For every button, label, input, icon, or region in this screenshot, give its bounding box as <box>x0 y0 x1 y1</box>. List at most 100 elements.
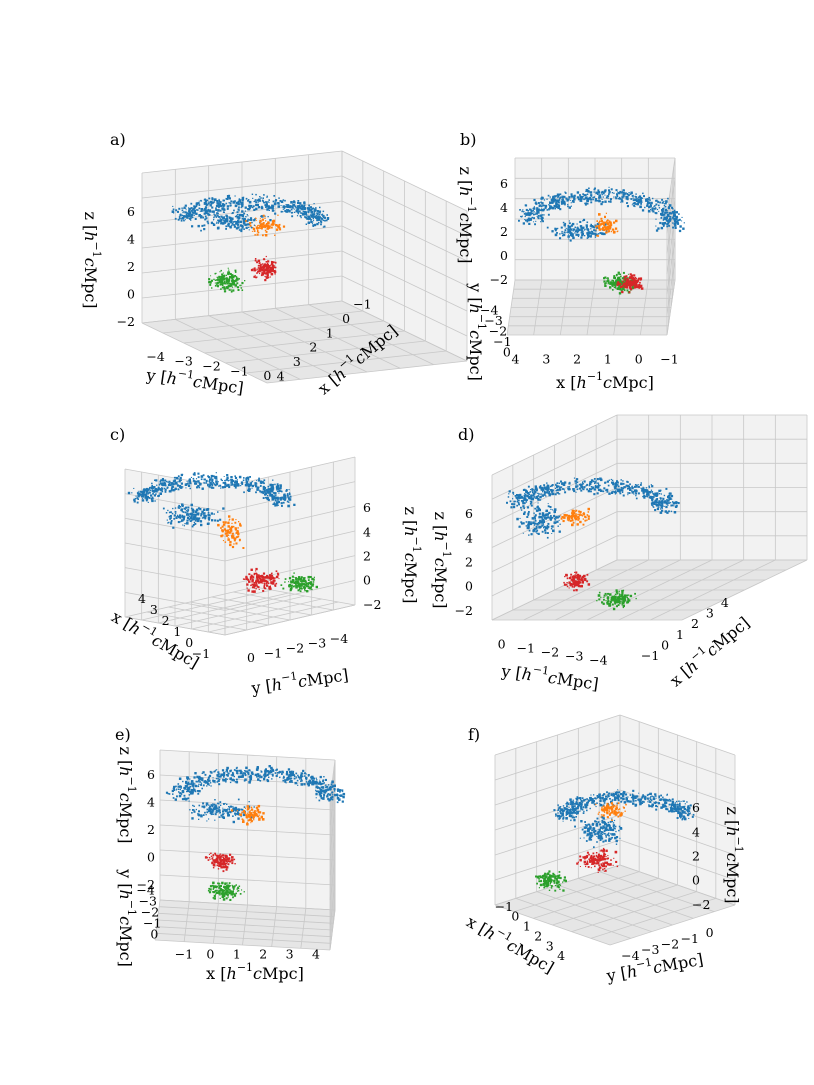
point <box>246 770 249 773</box>
point <box>639 197 643 200</box>
point <box>670 502 672 504</box>
point <box>602 602 605 605</box>
point <box>593 478 596 480</box>
point <box>194 517 196 519</box>
point <box>220 222 222 225</box>
point <box>579 194 581 196</box>
point <box>566 585 569 588</box>
point <box>319 210 322 213</box>
point <box>247 489 249 491</box>
point <box>620 191 623 194</box>
point <box>628 276 631 279</box>
point <box>244 223 247 226</box>
point <box>145 499 148 502</box>
point <box>211 486 214 489</box>
point <box>248 199 250 201</box>
point <box>274 266 276 269</box>
point <box>307 217 311 220</box>
point <box>625 197 628 200</box>
point <box>536 523 539 526</box>
point <box>313 780 316 784</box>
point <box>522 209 524 211</box>
point <box>326 788 330 791</box>
tick-label: 1 <box>326 325 334 340</box>
point <box>243 772 246 775</box>
point <box>278 578 280 580</box>
point <box>663 200 665 203</box>
point <box>181 503 184 506</box>
point <box>328 793 332 796</box>
point <box>264 234 268 237</box>
point <box>568 238 570 240</box>
point <box>579 510 582 513</box>
point <box>186 519 189 522</box>
tick-label: −1 <box>660 352 678 367</box>
point <box>300 587 303 590</box>
point <box>613 600 616 603</box>
point <box>235 227 239 230</box>
point <box>575 230 577 233</box>
point <box>529 212 531 214</box>
point <box>199 483 202 485</box>
point <box>587 230 590 232</box>
point <box>223 211 225 213</box>
point <box>242 222 246 225</box>
point <box>152 493 154 495</box>
point <box>536 529 539 532</box>
point <box>516 498 519 500</box>
point <box>215 272 217 274</box>
point <box>655 212 658 215</box>
point <box>613 283 615 286</box>
point <box>247 218 249 221</box>
point <box>259 575 262 578</box>
point <box>597 233 600 235</box>
point <box>284 208 286 210</box>
point <box>643 496 646 499</box>
point <box>605 196 608 199</box>
point <box>255 201 257 204</box>
point <box>258 269 261 272</box>
point <box>303 584 305 586</box>
point <box>194 218 197 220</box>
point <box>186 777 189 780</box>
point <box>317 790 321 793</box>
point <box>620 283 622 285</box>
point <box>279 771 282 774</box>
point <box>263 778 266 781</box>
point <box>604 200 607 203</box>
point <box>524 493 526 495</box>
point <box>573 196 576 199</box>
point <box>670 510 673 513</box>
point <box>288 492 291 494</box>
point <box>593 226 596 229</box>
point <box>193 517 196 521</box>
point <box>544 487 547 490</box>
point <box>231 522 233 524</box>
point <box>613 596 616 598</box>
point <box>234 528 237 531</box>
point <box>246 587 248 589</box>
point <box>623 190 625 192</box>
point <box>651 504 653 506</box>
point <box>260 267 263 270</box>
point <box>609 605 612 607</box>
point <box>212 487 215 489</box>
point <box>568 516 571 519</box>
point <box>192 511 195 514</box>
point <box>180 473 183 477</box>
point <box>216 202 219 205</box>
point <box>227 531 230 534</box>
point <box>551 492 554 496</box>
point <box>615 273 618 276</box>
point <box>194 520 197 522</box>
point <box>580 484 583 487</box>
point <box>648 196 651 199</box>
point <box>191 783 195 786</box>
point <box>172 793 174 795</box>
point <box>617 198 620 200</box>
point <box>634 276 637 279</box>
point <box>623 275 626 278</box>
point <box>221 218 223 220</box>
point <box>651 491 654 493</box>
point <box>255 207 258 211</box>
